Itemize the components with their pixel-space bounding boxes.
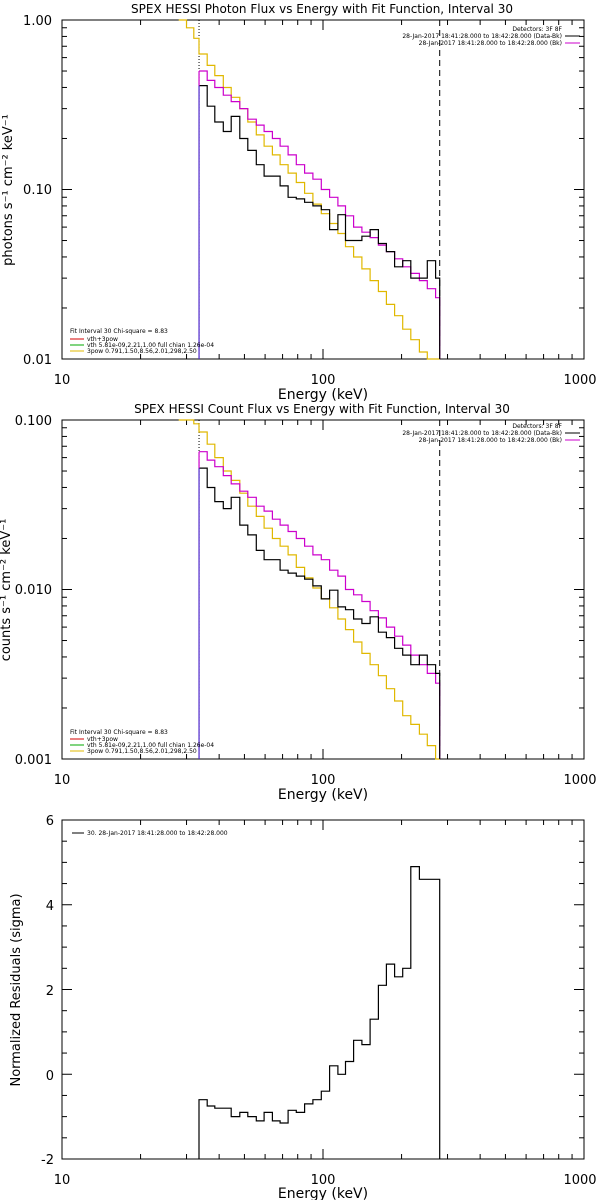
- legend-entry-vth: vth 5.81e-09,2.21,1.00 full chian 1.26e-…: [87, 342, 214, 349]
- legend-entry-vth-3pow: vth+3pow: [87, 736, 118, 743]
- x-axis-label: Energy (keV): [278, 787, 368, 803]
- plot-frame: [61, 419, 585, 760]
- x-tick-label-100: 100: [311, 373, 336, 388]
- y-tick-label-1.00: 1.00: [23, 14, 52, 29]
- y-tick-label-6: 6: [46, 814, 54, 829]
- legend-entry-data-bk: 28-Jan-2017 18:41:28.000 to 18:42:28.000…: [402, 430, 562, 437]
- photon-flux-panel: SPEX HESSI Photon Flux vs Energy with Fi…: [1, 2, 597, 403]
- legend-entry-bk: 28-Jan-2017 18:41:28.000 to 18:42:28.000…: [419, 40, 562, 47]
- tick-marks: [61, 819, 584, 1160]
- x-tick-label-10: 10: [54, 1173, 71, 1188]
- tick-marks: [61, 420, 584, 760]
- series-step-line: [178, 19, 440, 360]
- series-lines: [178, 419, 441, 760]
- y-axis-label: Normalized Residuals (sigma): [9, 893, 24, 1086]
- x-tick-label-100: 100: [311, 773, 336, 788]
- legend-entry-vth-3pow: vth+3pow: [87, 336, 118, 343]
- legend-entry-3pow: 3pow 0.791,1.50,8.56,2.01,298,2.50: [87, 748, 197, 755]
- x-axis-label: Energy (keV): [278, 1186, 368, 1200]
- y-tick-label-0: 0: [46, 1069, 54, 1084]
- y-tick-label-0.100: 0.100: [15, 414, 52, 429]
- legend-top-right: Detectors: 3F 8F 28-Jan-2017 18:41:28.00…: [402, 423, 580, 444]
- legend-bottom-left: Fit Interval 30 Chi-square = 8.83 vth+3p…: [70, 328, 214, 355]
- legend-entry-vth: vth 5.81e-09,2.21,1.00 full chian 1.26e-…: [87, 742, 214, 749]
- series-lines: [178, 19, 441, 360]
- x-tick-label-10: 10: [54, 773, 71, 788]
- legend-entry-3pow: 3pow 0.791,1.50,8.56,2.01,298,2.50: [87, 348, 197, 355]
- series-step-line: [199, 85, 441, 359]
- x-tick-label-10: 10: [54, 373, 71, 388]
- y-axis-label: counts s⁻¹ cm⁻² keV⁻¹: [0, 519, 14, 662]
- series-step-line: [198, 866, 441, 1159]
- y-tick-label-neg2: -2: [41, 1153, 54, 1168]
- series-step-line: [178, 419, 440, 760]
- legend-header: Detectors: 3F 8F: [512, 423, 562, 430]
- y-tick-label-0.01: 0.01: [23, 353, 52, 368]
- chart-title: SPEX HESSI Photon Flux vs Energy with Fi…: [131, 2, 513, 16]
- legend-header: Detectors: 3F 8F: [512, 26, 562, 33]
- residuals-panel: 10 100 1000 -2 0 2 4 6 Energy (keV) Norm…: [9, 814, 597, 1200]
- legend-top-right: Detectors: 3F 8F 28-Jan-2017 18:41:28.00…: [402, 26, 580, 47]
- x-tick-label-1000: 1000: [563, 773, 596, 788]
- fit-info-header: Fit Interval 30 Chi-square = 8.83: [70, 328, 168, 335]
- legend-bottom-left: Fit Interval 30 Chi-square = 8.83 vth+3p…: [70, 729, 214, 755]
- legend-entry-data-bk: 28-Jan-2017 18:41:28.000 to 18:42:28.000…: [402, 33, 562, 40]
- legend-entry-bk: 28-Jan-2017 18:41:28.000 to 18:42:28.000…: [419, 437, 562, 444]
- y-axis-label: photons s⁻¹ cm⁻² keV⁻¹: [1, 114, 16, 266]
- chart-title: SPEX HESSI Count Flux vs Energy with Fit…: [134, 402, 510, 416]
- series-step-line: [199, 451, 441, 759]
- y-tick-label-0.010: 0.010: [15, 583, 52, 598]
- x-tick-label-1000: 1000: [563, 373, 596, 388]
- series-lines: [198, 866, 441, 1159]
- legend-top-left: 30. 28-Jan-2017 18:41:28.000 to 18:42:28…: [72, 830, 228, 837]
- plot-frame: [61, 819, 585, 1160]
- legend-entry-residual: 30. 28-Jan-2017 18:41:28.000 to 18:42:28…: [87, 830, 228, 837]
- y-tick-label-2: 2: [46, 984, 54, 999]
- x-tick-label-100: 100: [311, 1173, 336, 1188]
- tick-marks: [61, 20, 584, 360]
- fit-info-header: Fit Interval 30 Chi-square = 8.83: [70, 729, 168, 736]
- y-tick-label-0.001: 0.001: [15, 753, 52, 768]
- series-step-line: [199, 70, 441, 359]
- count-flux-panel: SPEX HESSI Count Flux vs Energy with Fit…: [0, 402, 597, 803]
- x-axis-label: Energy (keV): [278, 387, 368, 403]
- y-tick-label-4: 4: [46, 899, 54, 914]
- x-tick-label-1000: 1000: [563, 1173, 596, 1188]
- series-step-line: [199, 467, 441, 759]
- y-tick-label-0.10: 0.10: [23, 183, 52, 198]
